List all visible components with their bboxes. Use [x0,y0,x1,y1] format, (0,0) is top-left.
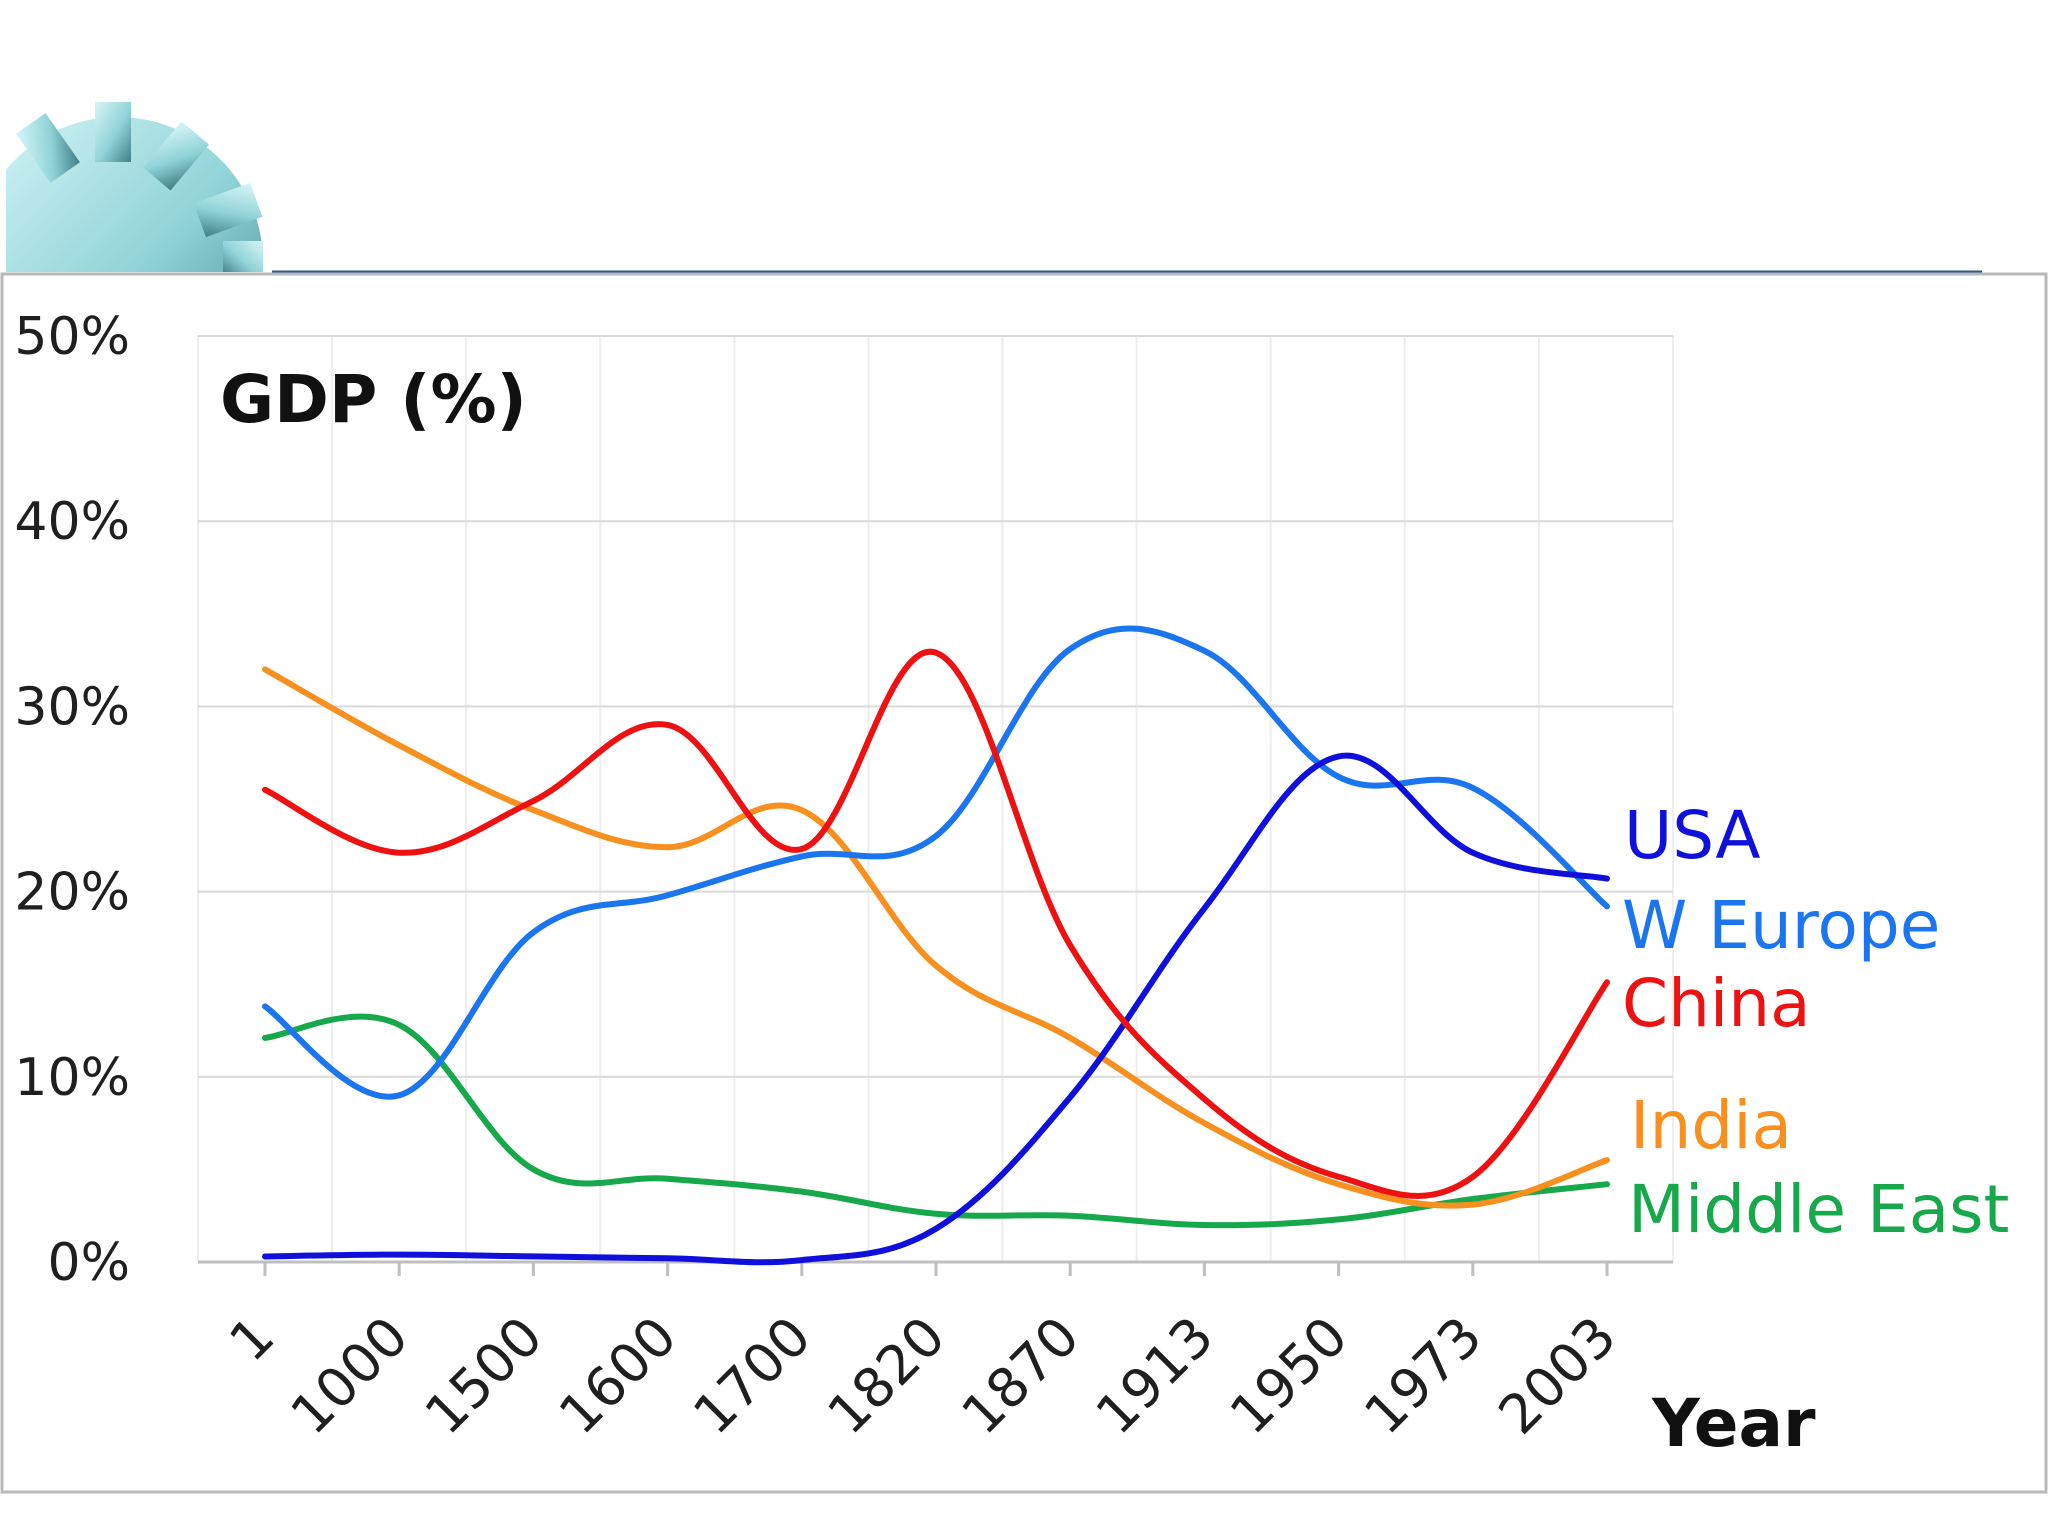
y-tick-label: 10% [14,1048,130,1108]
y-tick-label: 30% [14,677,130,737]
y-tick-label: 20% [14,863,130,923]
series-label-usa: USA [1624,797,1761,874]
series-line-china [262,648,1610,1199]
series-line-usa [262,752,1610,1266]
y-tick-label: 40% [14,492,130,552]
series-label-china: China [1622,965,1811,1042]
series-line-india [262,666,1610,1209]
x-axis-title: Year [1651,1385,1816,1462]
chart-frame [0,272,2048,1494]
y-tick-label: 0% [48,1233,131,1293]
axis-layer [198,1260,1673,1276]
series-label-india: India [1630,1087,1792,1164]
chart-title: GDP (%) [220,361,527,438]
series-layer [262,625,1610,1266]
series-line-w-europe [262,625,1610,1100]
y-tick-labels: 0% 10% 20% 30% 40% 50% [14,307,130,1293]
series-label-w-europe: W Europe [1622,887,1940,964]
y-tick-label: 50% [14,307,130,367]
series-label-middle-east: Middle East [1628,1171,2009,1248]
series-line-middle-east [262,1013,1610,1229]
